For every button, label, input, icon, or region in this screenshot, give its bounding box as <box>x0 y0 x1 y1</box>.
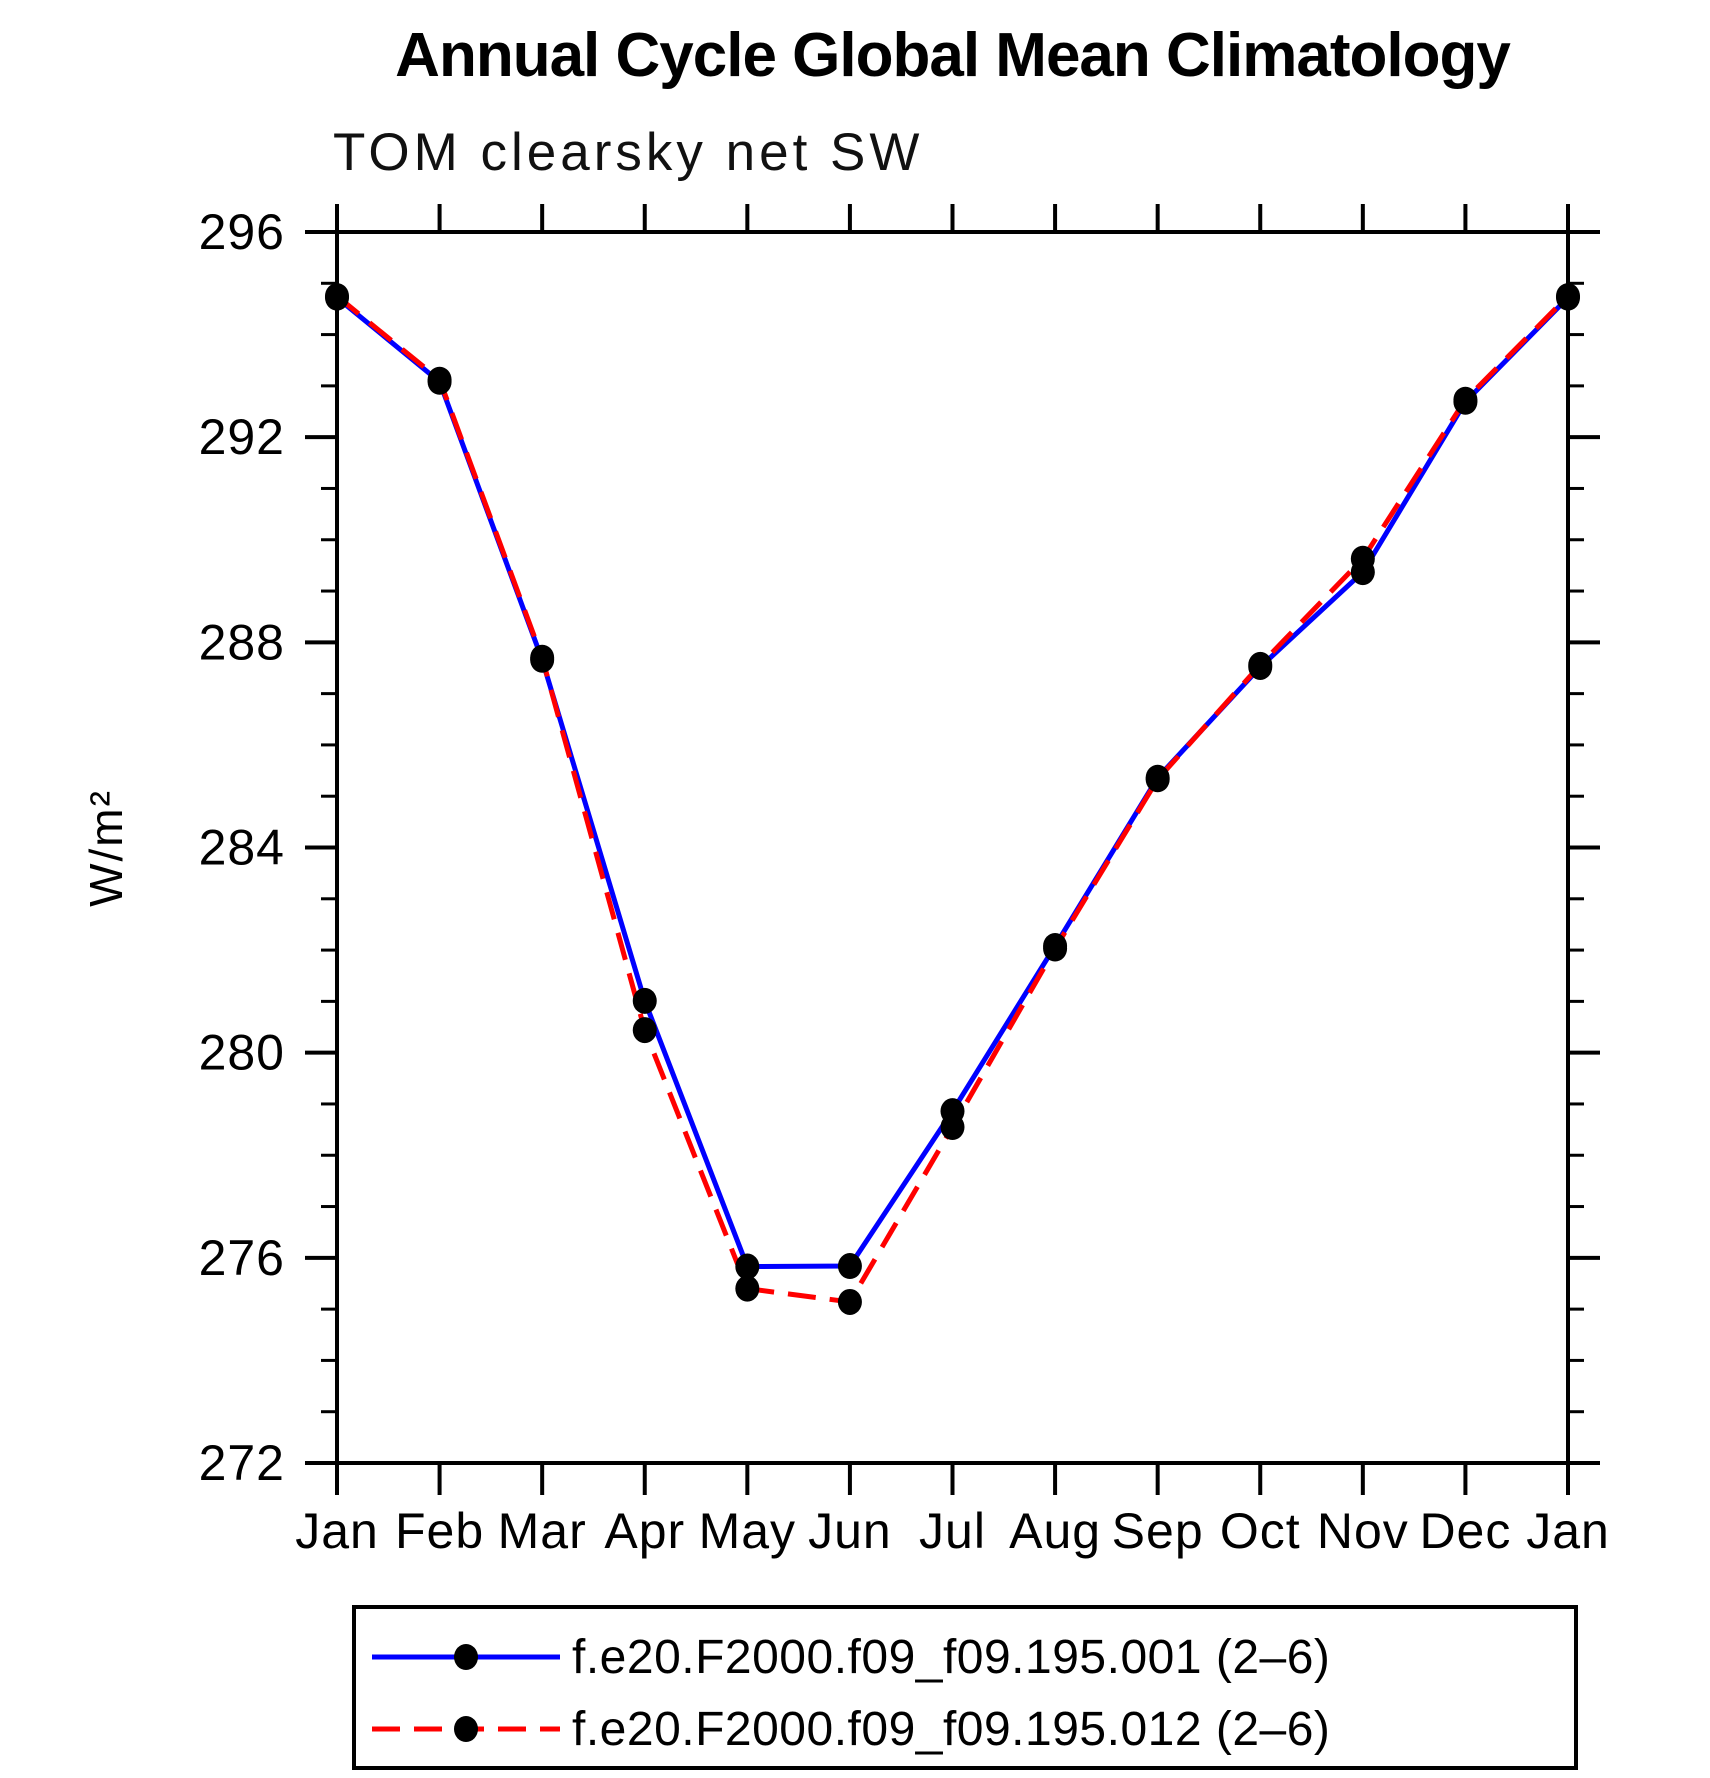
y-tick-label: 288 <box>199 614 285 670</box>
data-point-marker-series1 <box>632 987 657 1014</box>
data-point-marker-series2 <box>325 283 349 310</box>
legend-marker-1 <box>454 1644 478 1670</box>
x-tick-label: Oct <box>1220 1503 1301 1559</box>
x-tick-label: Nov <box>1317 1503 1409 1559</box>
legend-label-2: f.e20.F2000.f09_f09.195.012 (2–6) <box>572 1703 1330 1756</box>
y-tick-label: 284 <box>199 820 285 876</box>
y-tick-label: 276 <box>199 1230 285 1286</box>
x-tick-label: Aug <box>1009 1503 1101 1559</box>
chart-subtitle: TOM clearsky net SW <box>333 123 924 182</box>
data-point-marker-series2 <box>632 1017 657 1044</box>
legend-marker-2 <box>454 1716 478 1742</box>
x-tick-label: Mar <box>498 1503 587 1559</box>
data-point-marker-series2 <box>1145 766 1170 793</box>
x-tick-label: Jan <box>1526 1503 1610 1559</box>
data-point-marker-series2 <box>735 1275 760 1302</box>
y-tick-label: 296 <box>199 204 285 260</box>
plot-frame <box>335 230 1570 1465</box>
x-tick-label: Apr <box>604 1503 685 1559</box>
data-point-marker-series1 <box>735 1253 760 1280</box>
x-tick-label: Jul <box>919 1503 986 1559</box>
data-point-marker-series2 <box>530 644 555 671</box>
data-point-marker-series2 <box>1350 545 1375 572</box>
legend-box <box>352 1605 1578 1770</box>
data-point-marker-series2 <box>427 366 452 393</box>
data-point-marker-series2 <box>1043 935 1068 962</box>
x-tick-label: Jun <box>808 1503 892 1559</box>
data-point-marker-series2 <box>1248 651 1273 678</box>
data-point-marker-series2 <box>1453 386 1478 413</box>
legend-label-1: f.e20.F2000.f09_f09.195.001 (2–6) <box>572 1631 1330 1684</box>
data-point-marker-series1 <box>837 1253 862 1280</box>
y-axis-label: W/m² <box>80 789 132 907</box>
y-tick-label: 280 <box>199 1025 285 1081</box>
x-tick-label: Dec <box>1419 1503 1511 1559</box>
x-tick-label: Feb <box>395 1503 484 1559</box>
x-tick-label: May <box>699 1503 796 1559</box>
x-tick-label: Sep <box>1112 1503 1204 1559</box>
x-tick-label: Jan <box>295 1503 379 1559</box>
data-point-marker-series2 <box>837 1288 862 1315</box>
series-line-2 <box>335 294 1570 1305</box>
data-point-marker-series2 <box>940 1114 965 1141</box>
y-tick-label: 292 <box>199 409 285 465</box>
chart-title: Annual Cycle Global Mean Climatology <box>395 21 1511 90</box>
data-point-marker-series2 <box>1556 283 1580 310</box>
y-tick-label: 272 <box>199 1435 285 1491</box>
